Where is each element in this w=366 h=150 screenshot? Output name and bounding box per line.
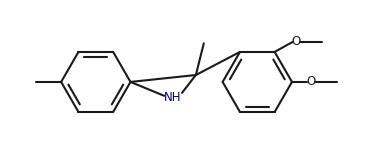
Text: NH: NH (164, 91, 182, 104)
Text: O: O (306, 75, 315, 88)
Text: O: O (292, 36, 301, 48)
